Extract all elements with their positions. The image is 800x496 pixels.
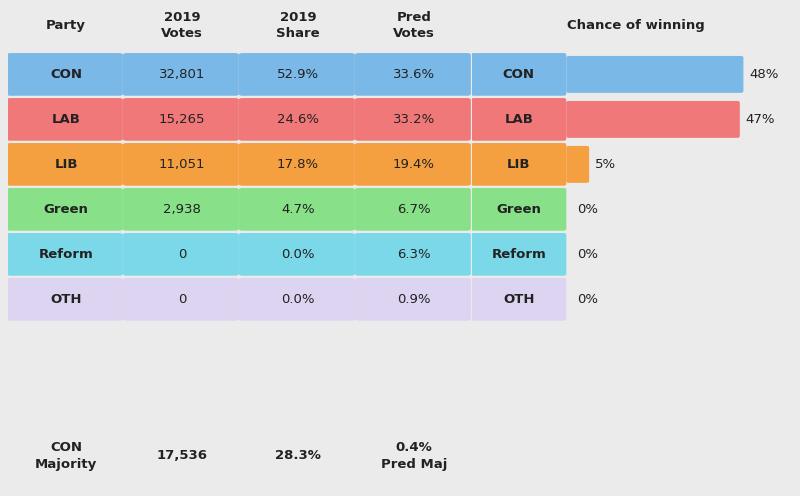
Text: 0.0%: 0.0%	[282, 293, 314, 306]
FancyBboxPatch shape	[471, 143, 566, 186]
FancyBboxPatch shape	[239, 98, 355, 141]
FancyBboxPatch shape	[123, 143, 239, 186]
FancyBboxPatch shape	[239, 53, 355, 96]
Text: CON
Majority: CON Majority	[35, 440, 97, 471]
Text: 0%: 0%	[577, 248, 598, 261]
Text: 2019
Votes: 2019 Votes	[161, 11, 203, 41]
Text: 0%: 0%	[577, 293, 598, 306]
FancyBboxPatch shape	[355, 233, 471, 276]
Text: 15,265: 15,265	[158, 113, 206, 126]
FancyBboxPatch shape	[355, 143, 471, 186]
Text: LAB: LAB	[504, 113, 533, 126]
FancyBboxPatch shape	[355, 278, 471, 321]
FancyBboxPatch shape	[471, 53, 566, 96]
Text: CON: CON	[50, 68, 82, 81]
Text: 48%: 48%	[749, 68, 778, 81]
Text: LAB: LAB	[51, 113, 81, 126]
Text: OTH: OTH	[503, 293, 534, 306]
Text: 5%: 5%	[595, 158, 616, 171]
Text: 0.0%: 0.0%	[282, 248, 314, 261]
Text: 24.6%: 24.6%	[277, 113, 319, 126]
FancyBboxPatch shape	[123, 278, 239, 321]
FancyBboxPatch shape	[355, 98, 471, 141]
Text: Chance of winning: Chance of winning	[567, 19, 705, 32]
Text: 0.4%
Pred Maj: 0.4% Pred Maj	[381, 440, 447, 471]
Text: 6.3%: 6.3%	[397, 248, 431, 261]
Text: 17.8%: 17.8%	[277, 158, 319, 171]
Text: 2019
Share: 2019 Share	[276, 11, 320, 41]
FancyBboxPatch shape	[123, 98, 239, 141]
Text: Pred
Votes: Pred Votes	[393, 11, 435, 41]
Text: 4.7%: 4.7%	[281, 203, 315, 216]
Text: 19.4%: 19.4%	[393, 158, 435, 171]
Text: LIB: LIB	[54, 158, 78, 171]
Text: 0.9%: 0.9%	[398, 293, 430, 306]
Text: CON: CON	[502, 68, 534, 81]
Text: Green: Green	[43, 203, 89, 216]
Text: LIB: LIB	[507, 158, 530, 171]
Text: 11,051: 11,051	[158, 158, 206, 171]
FancyBboxPatch shape	[239, 278, 355, 321]
FancyBboxPatch shape	[123, 188, 239, 231]
FancyBboxPatch shape	[123, 53, 239, 96]
FancyBboxPatch shape	[123, 233, 239, 276]
FancyBboxPatch shape	[355, 53, 471, 96]
Text: 28.3%: 28.3%	[275, 449, 321, 462]
Text: 6.7%: 6.7%	[397, 203, 431, 216]
Text: 52.9%: 52.9%	[277, 68, 319, 81]
FancyBboxPatch shape	[7, 53, 123, 96]
Text: 33.2%: 33.2%	[393, 113, 435, 126]
Text: 47%: 47%	[746, 113, 775, 126]
FancyBboxPatch shape	[239, 188, 355, 231]
Text: 2,938: 2,938	[163, 203, 201, 216]
Text: Party: Party	[46, 19, 86, 32]
Text: 33.6%: 33.6%	[393, 68, 435, 81]
FancyBboxPatch shape	[471, 278, 566, 321]
Text: 0%: 0%	[577, 203, 598, 216]
FancyBboxPatch shape	[239, 233, 355, 276]
FancyBboxPatch shape	[471, 98, 566, 141]
FancyBboxPatch shape	[7, 98, 123, 141]
FancyBboxPatch shape	[566, 101, 740, 138]
Text: 0: 0	[178, 248, 186, 261]
FancyBboxPatch shape	[566, 146, 589, 183]
FancyBboxPatch shape	[471, 188, 566, 231]
FancyBboxPatch shape	[7, 143, 123, 186]
FancyBboxPatch shape	[566, 56, 743, 93]
Text: OTH: OTH	[50, 293, 82, 306]
FancyBboxPatch shape	[239, 143, 355, 186]
Text: 0: 0	[178, 293, 186, 306]
Text: Green: Green	[496, 203, 541, 216]
Text: 32,801: 32,801	[159, 68, 205, 81]
FancyBboxPatch shape	[7, 278, 123, 321]
Text: Reform: Reform	[38, 248, 94, 261]
FancyBboxPatch shape	[471, 233, 566, 276]
Text: Reform: Reform	[491, 248, 546, 261]
FancyBboxPatch shape	[355, 188, 471, 231]
Text: 17,536: 17,536	[157, 449, 207, 462]
FancyBboxPatch shape	[7, 233, 123, 276]
FancyBboxPatch shape	[7, 188, 123, 231]
